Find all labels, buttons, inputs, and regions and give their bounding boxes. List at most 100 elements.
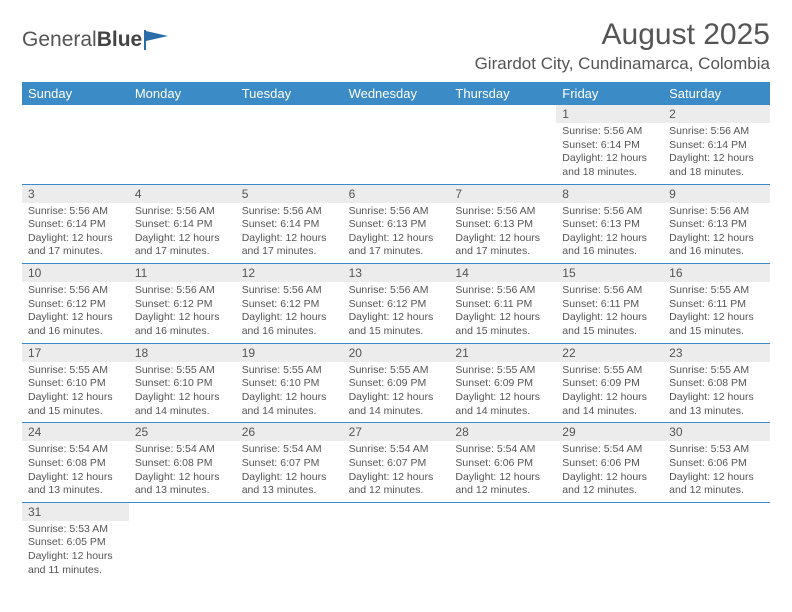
daylight-text: Daylight: 12 hours and 15 minutes. <box>562 311 657 338</box>
sunrise-text: Sunrise: 5:56 AM <box>669 125 764 139</box>
day-body: Sunrise: 5:54 AMSunset: 6:07 PMDaylight:… <box>236 441 343 502</box>
weekday-header: Thursday <box>449 82 556 105</box>
day-cell <box>343 105 450 184</box>
day-cell <box>129 503 236 582</box>
day-cell: 14Sunrise: 5:56 AMSunset: 6:11 PMDayligh… <box>449 264 556 343</box>
day-body: Sunrise: 5:56 AMSunset: 6:12 PMDaylight:… <box>22 282 129 343</box>
sunrise-text: Sunrise: 5:56 AM <box>28 284 123 298</box>
sunset-text: Sunset: 6:11 PM <box>669 298 764 312</box>
day-number: 28 <box>449 423 556 441</box>
day-number: 29 <box>556 423 663 441</box>
day-body: Sunrise: 5:56 AMSunset: 6:14 PMDaylight:… <box>22 203 129 264</box>
day-cell: 25Sunrise: 5:54 AMSunset: 6:08 PMDayligh… <box>129 423 236 502</box>
day-cell: 31Sunrise: 5:53 AMSunset: 6:05 PMDayligh… <box>22 503 129 582</box>
day-cell: 3Sunrise: 5:56 AMSunset: 6:14 PMDaylight… <box>22 185 129 264</box>
sunrise-text: Sunrise: 5:55 AM <box>28 364 123 378</box>
day-body: Sunrise: 5:56 AMSunset: 6:14 PMDaylight:… <box>129 203 236 264</box>
daylight-text: Daylight: 12 hours and 15 minutes. <box>455 311 550 338</box>
sunset-text: Sunset: 6:12 PM <box>135 298 230 312</box>
day-number: 11 <box>129 264 236 282</box>
day-body: Sunrise: 5:53 AMSunset: 6:05 PMDaylight:… <box>22 521 129 582</box>
sunset-text: Sunset: 6:10 PM <box>242 377 337 391</box>
daylight-text: Daylight: 12 hours and 18 minutes. <box>562 152 657 179</box>
day-cell: 30Sunrise: 5:53 AMSunset: 6:06 PMDayligh… <box>663 423 770 502</box>
daylight-text: Daylight: 12 hours and 14 minutes. <box>562 391 657 418</box>
sunset-text: Sunset: 6:08 PM <box>28 457 123 471</box>
sunset-text: Sunset: 6:14 PM <box>135 218 230 232</box>
day-number: 2 <box>663 105 770 123</box>
sunset-text: Sunset: 6:11 PM <box>562 298 657 312</box>
sunrise-text: Sunrise: 5:56 AM <box>135 205 230 219</box>
day-body: Sunrise: 5:56 AMSunset: 6:14 PMDaylight:… <box>663 123 770 184</box>
sunset-text: Sunset: 6:06 PM <box>455 457 550 471</box>
daylight-text: Daylight: 12 hours and 14 minutes. <box>349 391 444 418</box>
sunset-text: Sunset: 6:12 PM <box>349 298 444 312</box>
sunrise-text: Sunrise: 5:56 AM <box>349 284 444 298</box>
sunset-text: Sunset: 6:14 PM <box>242 218 337 232</box>
sunrise-text: Sunrise: 5:56 AM <box>455 205 550 219</box>
weeks-container: 1Sunrise: 5:56 AMSunset: 6:14 PMDaylight… <box>22 105 770 581</box>
day-body: Sunrise: 5:56 AMSunset: 6:13 PMDaylight:… <box>556 203 663 264</box>
daylight-text: Daylight: 12 hours and 17 minutes. <box>242 232 337 259</box>
day-body: Sunrise: 5:55 AMSunset: 6:09 PMDaylight:… <box>343 362 450 423</box>
day-body: Sunrise: 5:56 AMSunset: 6:12 PMDaylight:… <box>236 282 343 343</box>
daylight-text: Daylight: 12 hours and 16 minutes. <box>28 311 123 338</box>
day-cell: 22Sunrise: 5:55 AMSunset: 6:09 PMDayligh… <box>556 344 663 423</box>
day-cell: 9Sunrise: 5:56 AMSunset: 6:13 PMDaylight… <box>663 185 770 264</box>
weekday-header: Saturday <box>663 82 770 105</box>
weekday-header-row: SundayMondayTuesdayWednesdayThursdayFrid… <box>22 82 770 105</box>
sunrise-text: Sunrise: 5:56 AM <box>135 284 230 298</box>
day-body: Sunrise: 5:56 AMSunset: 6:13 PMDaylight:… <box>343 203 450 264</box>
day-cell: 5 Sunrise: 5:56 AMSunset: 6:14 PMDaylight… <box>236 185 343 264</box>
sunrise-text: Sunrise: 5:56 AM <box>562 125 657 139</box>
location-text: Girardot City, Cundinamarca, Colombia <box>475 54 770 74</box>
day-body: Sunrise: 5:54 AMSunset: 6:06 PMDaylight:… <box>449 441 556 502</box>
header: GeneralBlue August 2025 Girardot City, C… <box>22 18 770 74</box>
day-number: 4 <box>129 185 236 203</box>
sunset-text: Sunset: 6:13 PM <box>669 218 764 232</box>
week-row: 1Sunrise: 5:56 AMSunset: 6:14 PMDaylight… <box>22 105 770 185</box>
day-number: 3 <box>22 185 129 203</box>
weekday-header: Sunday <box>22 82 129 105</box>
daylight-text: Daylight: 12 hours and 15 minutes. <box>349 311 444 338</box>
day-body: Sunrise: 5:56 AMSunset: 6:14 PMDaylight:… <box>556 123 663 184</box>
sunset-text: Sunset: 6:08 PM <box>135 457 230 471</box>
sunset-text: Sunset: 6:13 PM <box>562 218 657 232</box>
calendar: SundayMondayTuesdayWednesdayThursdayFrid… <box>22 82 770 581</box>
daylight-text: Daylight: 12 hours and 11 minutes. <box>28 550 123 577</box>
day-number: 5 <box>236 185 343 203</box>
day-number: 22 <box>556 344 663 362</box>
sunrise-text: Sunrise: 5:56 AM <box>562 284 657 298</box>
sunrise-text: Sunrise: 5:54 AM <box>28 443 123 457</box>
day-body: Sunrise: 5:55 AMSunset: 6:08 PMDaylight:… <box>663 362 770 423</box>
sunset-text: Sunset: 6:10 PM <box>135 377 230 391</box>
daylight-text: Daylight: 12 hours and 13 minutes. <box>669 391 764 418</box>
sunrise-text: Sunrise: 5:55 AM <box>242 364 337 378</box>
day-number: 24 <box>22 423 129 441</box>
day-body: Sunrise: 5:56 AMSunset: 6:12 PMDaylight:… <box>129 282 236 343</box>
sunrise-text: Sunrise: 5:56 AM <box>349 205 444 219</box>
daylight-text: Daylight: 12 hours and 16 minutes. <box>562 232 657 259</box>
daylight-text: Daylight: 12 hours and 13 minutes. <box>242 471 337 498</box>
sunrise-text: Sunrise: 5:54 AM <box>242 443 337 457</box>
flag-icon <box>144 30 172 50</box>
sunset-text: Sunset: 6:10 PM <box>28 377 123 391</box>
sunrise-text: Sunrise: 5:54 AM <box>455 443 550 457</box>
daylight-text: Daylight: 12 hours and 14 minutes. <box>242 391 337 418</box>
day-cell: 24Sunrise: 5:54 AMSunset: 6:08 PMDayligh… <box>22 423 129 502</box>
weekday-header: Wednesday <box>343 82 450 105</box>
day-body: Sunrise: 5:55 AMSunset: 6:09 PMDaylight:… <box>449 362 556 423</box>
day-cell: 26Sunrise: 5:54 AMSunset: 6:07 PMDayligh… <box>236 423 343 502</box>
month-title: August 2025 <box>475 18 770 52</box>
sunrise-text: Sunrise: 5:55 AM <box>669 284 764 298</box>
day-cell: 29Sunrise: 5:54 AMSunset: 6:06 PMDayligh… <box>556 423 663 502</box>
sunrise-text: Sunrise: 5:56 AM <box>242 205 337 219</box>
day-number: 30 <box>663 423 770 441</box>
day-cell: 6Sunrise: 5:56 AMSunset: 6:13 PMDaylight… <box>343 185 450 264</box>
daylight-text: Daylight: 12 hours and 15 minutes. <box>669 311 764 338</box>
sunrise-text: Sunrise: 5:55 AM <box>562 364 657 378</box>
logo-text-2: Blue <box>97 28 143 51</box>
day-number: 21 <box>449 344 556 362</box>
sunset-text: Sunset: 6:12 PM <box>242 298 337 312</box>
day-cell <box>22 105 129 184</box>
